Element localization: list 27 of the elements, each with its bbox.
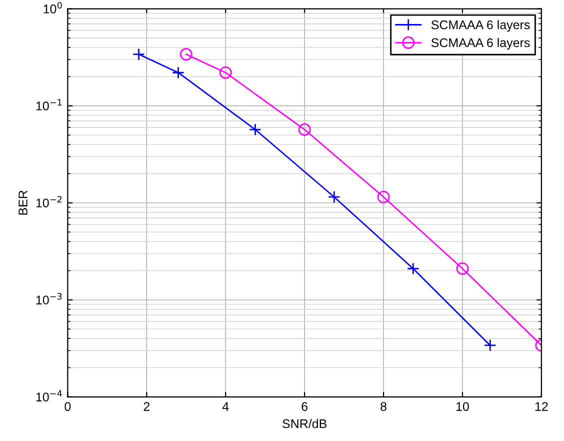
y-axis-title: BER bbox=[18, 190, 28, 215]
x-tick-label: 12 bbox=[535, 402, 548, 411]
y-tick-label: 10$^{−3}$ bbox=[36, 293, 62, 304]
x-tick-label: 4 bbox=[222, 402, 229, 411]
x-tick-label: 8 bbox=[380, 402, 386, 411]
y-tick-label: 10$^{−4}$ bbox=[36, 390, 62, 402]
legend-label: SCMAAA 6 layers bbox=[431, 38, 530, 50]
legend-label: SCMAAA 6 layers bbox=[431, 20, 530, 32]
y-tick-label: 10$^{0}$ bbox=[44, 2, 62, 14]
y-tick-label: 10$^{−1}$ bbox=[36, 99, 62, 110]
point bbox=[132, 48, 145, 61]
point bbox=[328, 190, 340, 204]
point bbox=[456, 262, 469, 275]
x-tick-label: 10 bbox=[456, 402, 469, 411]
point bbox=[298, 123, 311, 136]
point bbox=[219, 66, 232, 79]
point bbox=[180, 48, 192, 61]
point bbox=[172, 66, 184, 79]
point bbox=[377, 190, 390, 204]
y-tick-label: 10$^{−2}$ bbox=[36, 196, 62, 208]
x-axis-title: SNR/dB bbox=[282, 418, 326, 428]
x-tick-label: 6 bbox=[302, 402, 308, 411]
point bbox=[248, 123, 262, 136]
x-tick-label: 0 bbox=[64, 402, 71, 411]
point bbox=[406, 262, 420, 275]
point bbox=[484, 339, 496, 352]
x-tick-label: 2 bbox=[144, 402, 150, 411]
